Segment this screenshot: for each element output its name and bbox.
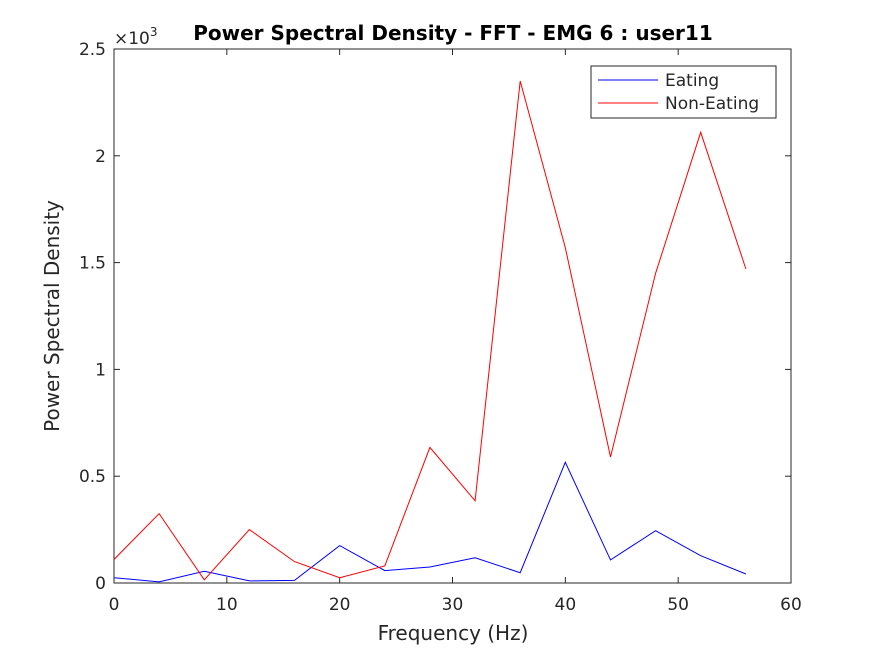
legend-label-eating: Eating [665,71,719,91]
x-tick-label: 50 [667,595,689,615]
x-tick-label: 40 [555,595,577,615]
y-tick-label: 0.5 [79,467,106,487]
y-exponent-label: ×103 [114,25,158,49]
series-line-non-eating [113,80,747,581]
x-tick-label: 10 [216,595,238,615]
y-tick-label: 1 [95,360,106,380]
y-tick-label: 2 [95,147,106,167]
y-exponent-power: 3 [150,25,158,39]
y-axis-label: Power Spectral Density [40,200,64,432]
series-line-eating [113,461,747,583]
chart-title: Power Spectral Density - FFT - EMG 6 : u… [193,21,713,45]
x-axis-label: Frequency (Hz) [378,621,529,645]
y-tick-label: 1.5 [79,254,106,274]
x-tick-label: 30 [442,595,464,615]
series-lines [113,80,747,583]
y-exponent-base: ×10 [114,29,150,49]
x-tick-label: 0 [109,595,120,615]
y-tick-label: 2.5 [79,40,106,60]
plot-area [113,48,792,584]
legend-label-non-eating: Non-Eating [665,94,759,114]
legend: Eating Non-Eating [590,65,777,119]
axes-box [113,48,792,584]
axis-ticks: 0 10 20 30 40 50 60 0 0.5 1 1.5 2 2.5 [79,40,802,615]
legend-box [590,65,777,119]
y-tick-label: 0 [95,574,106,594]
x-tick-label: 60 [780,595,802,615]
x-tick-label: 20 [329,595,351,615]
